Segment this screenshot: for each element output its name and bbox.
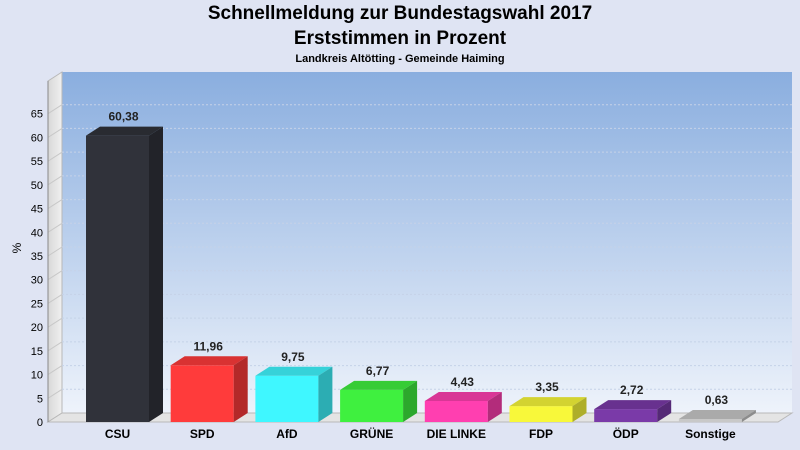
bar-side	[318, 366, 333, 422]
y-tick-label: 15	[31, 346, 43, 358]
y-tick-label: 65	[31, 109, 43, 121]
bar-side	[403, 380, 418, 422]
gridline-side	[47, 151, 63, 162]
bar-side	[657, 400, 672, 422]
chart-subtitle: Erststimmen in Prozent	[293, 28, 507, 49]
y-tick-label: 30	[31, 275, 43, 287]
bar-value-label: 0,63	[705, 393, 729, 407]
gridline-side	[47, 104, 63, 115]
y-tick-label: 0	[37, 417, 43, 429]
y-tick-label: 40	[31, 227, 43, 239]
y-tick-label: 5	[37, 393, 43, 405]
x-tick-label: FDP	[529, 427, 553, 441]
bar-side	[233, 356, 248, 422]
x-tick-label: CSU	[105, 427, 130, 441]
gridline-side	[47, 341, 63, 352]
gridline-side	[47, 365, 63, 375]
gridline-side	[47, 317, 63, 328]
x-tick-label: ÖDP	[613, 426, 639, 441]
x-tick-label: AfD	[276, 427, 298, 441]
bar-value-label: 11,96	[194, 339, 224, 353]
x-tick-label: SPD	[190, 427, 215, 441]
chart-region-label: Landkreis Altötting - Gemeinde Haiming	[295, 53, 505, 65]
y-tick-label: 45	[31, 204, 43, 216]
x-tick-label: DIE LINKE	[427, 427, 486, 441]
bar-fdp	[509, 406, 573, 422]
gridline-side	[47, 199, 63, 209]
bar-value-label: 6,77	[366, 364, 390, 378]
bar-afd	[255, 375, 319, 422]
gridline-side	[47, 175, 63, 186]
y-tick-label: 25	[31, 298, 43, 310]
y-tick-label: 50	[31, 180, 43, 192]
y-tick-label: 10	[31, 370, 43, 382]
bar-ödp	[594, 409, 658, 422]
bar-top	[509, 397, 587, 407]
bar-spd	[170, 365, 234, 422]
gridline-side	[47, 294, 63, 304]
bar-side	[572, 397, 587, 422]
bar-die-linke	[424, 400, 488, 422]
bar-value-label: 9,75	[281, 350, 305, 364]
bar-value-label: 60,38	[108, 110, 138, 124]
bar-side	[149, 126, 163, 423]
y-tick-label: 35	[31, 251, 43, 263]
bar-top	[255, 366, 333, 376]
bar-side	[741, 410, 756, 422]
chart-title: Schnellmeldung zur Bundestagswahl 2017	[207, 3, 593, 24]
x-tick-label: Sonstige	[685, 427, 736, 441]
gridline-side	[47, 222, 63, 233]
y-axis-label: %	[10, 242, 24, 253]
bar-top	[678, 410, 756, 420]
plot-back-wall	[62, 72, 792, 413]
bar-grüne	[340, 389, 404, 422]
gridline-side	[47, 246, 63, 257]
gridline-side	[47, 270, 63, 281]
y-tick-label: 20	[31, 322, 43, 334]
bar-value-label: 4,43	[451, 375, 475, 389]
bar-sonstige	[678, 419, 742, 422]
bar-top	[170, 356, 248, 366]
bar-side	[487, 391, 502, 422]
x-tick-label: GRÜNE	[350, 426, 393, 441]
bar-top	[594, 400, 672, 410]
bar-csu	[86, 135, 149, 422]
bar-top	[340, 380, 418, 390]
bar-value-label: 3,35	[535, 380, 559, 394]
gridline-side	[47, 128, 63, 138]
bar-top	[86, 126, 163, 136]
y-tick-label: 55	[31, 156, 43, 168]
bar-value-label: 2,72	[620, 383, 644, 397]
y-tick-label: 60	[31, 132, 43, 144]
gridline-side	[47, 388, 63, 399]
bar-top	[424, 391, 502, 401]
